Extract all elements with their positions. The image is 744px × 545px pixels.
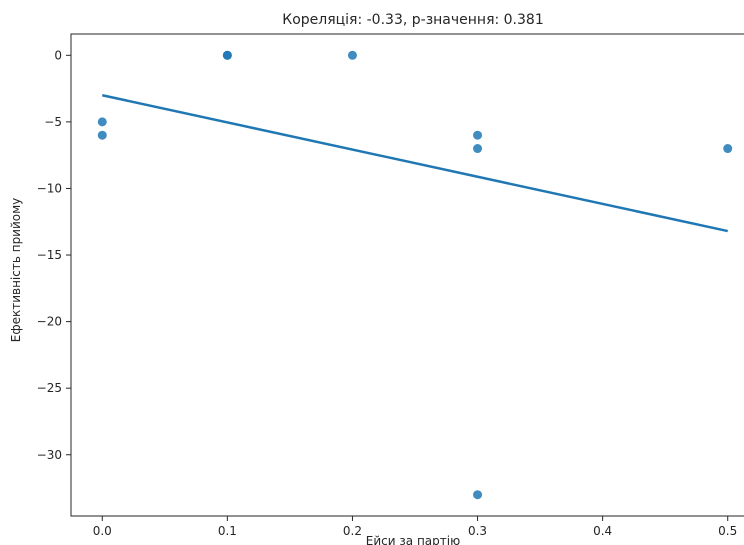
x-axis: 0.0 0.1 0.2 0.3 0.4 0.5 bbox=[93, 516, 737, 538]
y-tick-label: −5 bbox=[44, 115, 62, 129]
y-axis: 0 −5 −10 −15 −20 −25 −30 bbox=[37, 48, 71, 462]
data-point bbox=[723, 144, 733, 154]
x-tick-label: 0.4 bbox=[593, 524, 612, 538]
x-tick-label: 0.1 bbox=[218, 524, 237, 538]
x-tick-label: 0.5 bbox=[718, 524, 737, 538]
data-point bbox=[473, 144, 483, 154]
y-tick-label: 0 bbox=[54, 48, 62, 62]
x-tick-label: 0.3 bbox=[468, 524, 487, 538]
data-point bbox=[473, 130, 483, 140]
data-point bbox=[222, 50, 232, 60]
y-tick-label: −30 bbox=[37, 448, 62, 462]
y-axis-label: Ефективність прийому bbox=[9, 198, 23, 343]
data-point bbox=[97, 130, 107, 140]
chart-title: Кореляція: -0.33, p-значення: 0.381 bbox=[282, 12, 543, 28]
data-point bbox=[473, 490, 483, 500]
y-tick-label: −25 bbox=[37, 381, 62, 395]
trend-line bbox=[102, 94, 728, 233]
y-tick-label: −20 bbox=[37, 315, 62, 329]
data-points bbox=[97, 50, 733, 500]
plot-area bbox=[70, 33, 744, 517]
y-tick-label: −15 bbox=[37, 248, 62, 262]
x-tick-label: 0.0 bbox=[93, 524, 112, 538]
x-axis-label: Ейси за партію bbox=[366, 534, 460, 545]
data-point bbox=[347, 50, 357, 60]
data-point bbox=[97, 117, 107, 127]
y-tick-label: −10 bbox=[37, 181, 62, 195]
x-tick-label: 0.2 bbox=[343, 524, 362, 538]
